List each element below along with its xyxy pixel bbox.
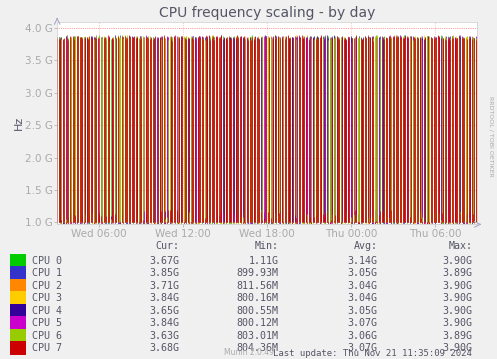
FancyBboxPatch shape — [10, 292, 26, 305]
Text: 3.71G: 3.71G — [149, 281, 179, 291]
Text: 803.01M: 803.01M — [236, 331, 278, 341]
Text: Last update: Thu Nov 21 11:35:09 2024: Last update: Thu Nov 21 11:35:09 2024 — [273, 349, 472, 358]
FancyBboxPatch shape — [10, 279, 26, 293]
Text: 800.16M: 800.16M — [236, 293, 278, 303]
Text: 3.06G: 3.06G — [348, 331, 378, 341]
Title: CPU frequency scaling - by day: CPU frequency scaling - by day — [159, 6, 375, 20]
Text: CPU 2: CPU 2 — [32, 281, 62, 291]
Text: 3.84G: 3.84G — [149, 318, 179, 328]
Text: Munin 2.0.49: Munin 2.0.49 — [224, 348, 273, 357]
FancyBboxPatch shape — [10, 304, 26, 317]
Text: 3.04G: 3.04G — [348, 293, 378, 303]
Text: 3.05G: 3.05G — [348, 306, 378, 316]
Text: 3.04G: 3.04G — [348, 281, 378, 291]
FancyBboxPatch shape — [10, 341, 26, 355]
Text: 3.90G: 3.90G — [442, 306, 472, 316]
Text: 3.84G: 3.84G — [149, 293, 179, 303]
Text: 3.14G: 3.14G — [348, 256, 378, 266]
Text: 3.90G: 3.90G — [442, 281, 472, 291]
Text: CPU 6: CPU 6 — [32, 331, 62, 341]
Text: 3.90G: 3.90G — [442, 293, 472, 303]
Text: 3.67G: 3.67G — [149, 256, 179, 266]
FancyBboxPatch shape — [10, 317, 26, 330]
Text: CPU 5: CPU 5 — [32, 318, 62, 328]
Text: 3.65G: 3.65G — [149, 306, 179, 316]
FancyBboxPatch shape — [10, 254, 26, 267]
Text: 1.11G: 1.11G — [248, 256, 278, 266]
Text: 3.89G: 3.89G — [442, 268, 472, 278]
FancyBboxPatch shape — [10, 329, 26, 342]
Text: Max:: Max: — [448, 241, 472, 251]
Text: 3.07G: 3.07G — [348, 343, 378, 353]
Text: Avg:: Avg: — [354, 241, 378, 251]
Text: 804.36M: 804.36M — [236, 343, 278, 353]
Text: 3.90G: 3.90G — [442, 343, 472, 353]
Text: RRDTOOL / TOBI OETIKER: RRDTOOL / TOBI OETIKER — [488, 96, 493, 177]
Text: 899.93M: 899.93M — [236, 268, 278, 278]
Text: CPU 0: CPU 0 — [32, 256, 62, 266]
Text: 3.90G: 3.90G — [442, 318, 472, 328]
Text: Min:: Min: — [254, 241, 278, 251]
FancyBboxPatch shape — [10, 266, 26, 280]
Text: 3.07G: 3.07G — [348, 318, 378, 328]
Text: 3.05G: 3.05G — [348, 268, 378, 278]
Text: CPU 7: CPU 7 — [32, 343, 62, 353]
Text: 3.90G: 3.90G — [442, 256, 472, 266]
Text: 800.55M: 800.55M — [236, 306, 278, 316]
Text: CPU 4: CPU 4 — [32, 306, 62, 316]
Text: 800.12M: 800.12M — [236, 318, 278, 328]
Y-axis label: Hz: Hz — [13, 116, 23, 130]
Text: 3.68G: 3.68G — [149, 343, 179, 353]
Text: 3.89G: 3.89G — [442, 331, 472, 341]
Text: CPU 1: CPU 1 — [32, 268, 62, 278]
Text: Cur:: Cur: — [155, 241, 179, 251]
Text: 3.63G: 3.63G — [149, 331, 179, 341]
Text: CPU 3: CPU 3 — [32, 293, 62, 303]
Text: 3.85G: 3.85G — [149, 268, 179, 278]
Text: 811.56M: 811.56M — [236, 281, 278, 291]
